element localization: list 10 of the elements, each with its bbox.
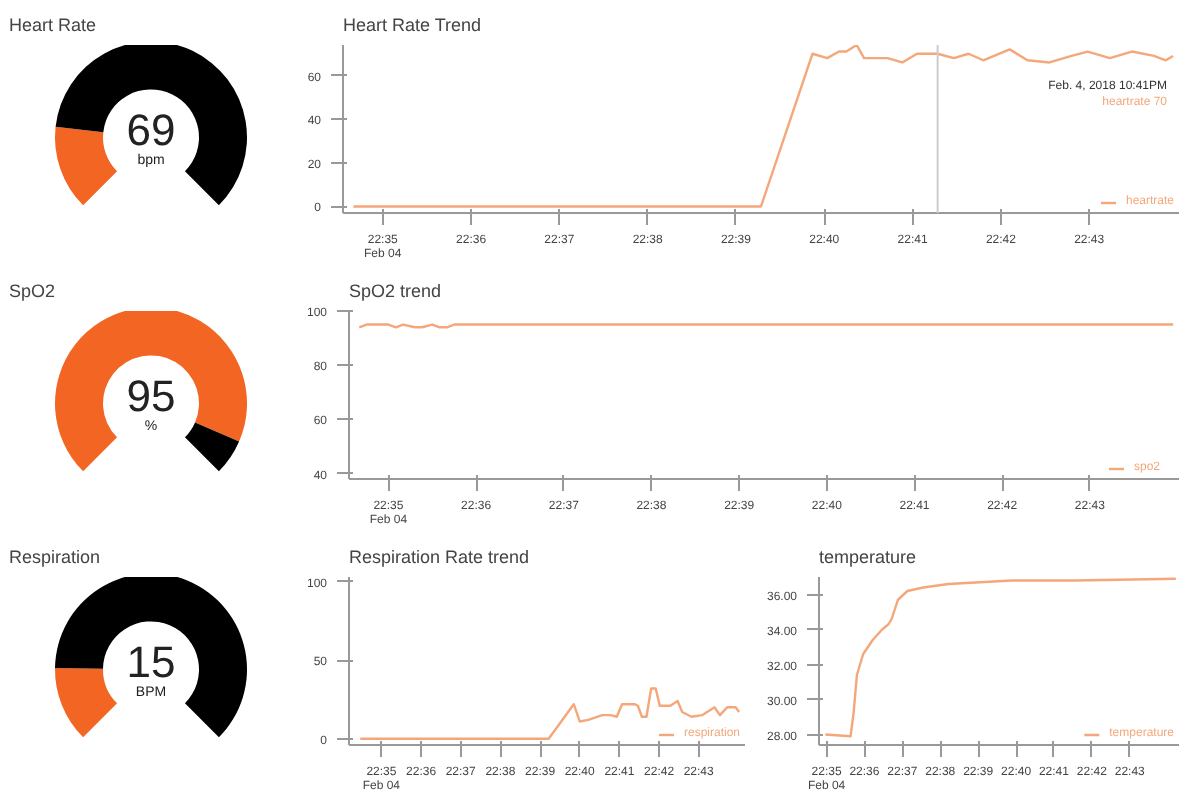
chart-title: Heart Rate Trend [343, 15, 482, 35]
chart-title: Heart Rate [9, 15, 97, 35]
chart-title: Respiration Rate trend [349, 547, 530, 567]
chart-title: temperature [819, 547, 917, 567]
text: 69 [126, 105, 176, 156]
chart-title: SpO2 trend [349, 281, 442, 301]
text: 15 [126, 637, 176, 688]
chart-title: SpO2 [9, 281, 56, 301]
chart-title: Respiration [9, 547, 101, 567]
text: 95 [126, 371, 176, 422]
